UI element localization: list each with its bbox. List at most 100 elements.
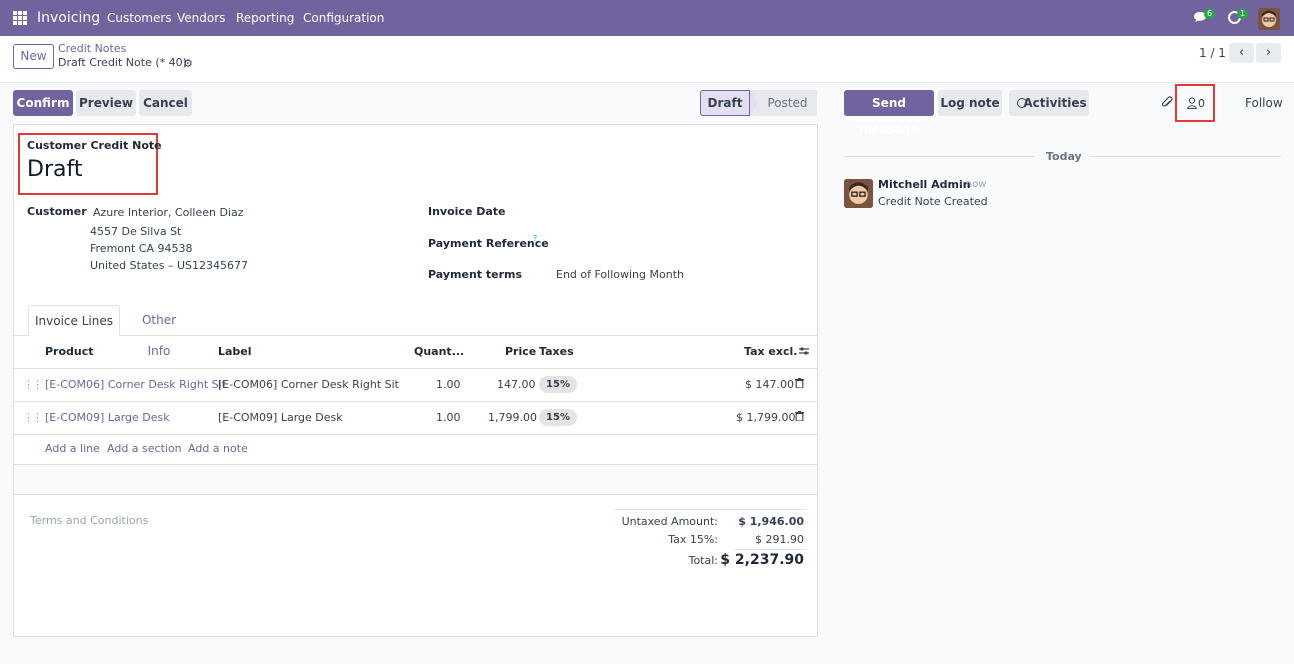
customer-address-city: Fremont CA 94538 xyxy=(90,242,193,255)
payment-reference-label: Payment Reference xyxy=(428,237,549,250)
tab-other-info[interactable]: Other Info xyxy=(141,313,177,358)
terms-conditions-field[interactable]: Terms and Conditions xyxy=(30,514,149,527)
date-separator-line-left xyxy=(844,156,1034,157)
gear-icon[interactable]: ⚙ xyxy=(183,57,193,70)
trash-icon[interactable] xyxy=(795,411,804,421)
customer-name[interactable]: Azure Interior, Colleen Diaz xyxy=(93,206,244,219)
total-label: Total: xyxy=(688,554,718,567)
confirm-button[interactable]: Confirm xyxy=(13,90,73,116)
line-tax-tag[interactable]: 15% xyxy=(539,376,577,393)
activity-badge: 1 xyxy=(1237,9,1249,19)
activities-label: Activities xyxy=(1023,96,1087,110)
menu-reporting[interactable]: Reporting xyxy=(236,11,295,25)
help-tooltip-icon[interactable]: ? xyxy=(533,234,538,243)
title-highlight-box xyxy=(18,133,158,195)
control-panel: New Credit Notes Draft Credit Note (* 40… xyxy=(0,36,1294,83)
form-sheet: Customer Credit Note Draft Customer Azur… xyxy=(13,124,818,637)
cancel-button[interactable]: Cancel xyxy=(139,90,192,116)
chat-icon[interactable] xyxy=(1193,11,1207,23)
paperclip-icon[interactable] xyxy=(1161,96,1173,110)
status-arrow xyxy=(750,90,758,116)
column-product[interactable]: Product xyxy=(45,345,94,358)
user-avatar[interactable] xyxy=(1258,8,1280,30)
column-label[interactable]: Label xyxy=(218,345,252,358)
preview-button[interactable]: Preview xyxy=(76,90,136,116)
breadcrumb-current: Draft Credit Note (* 40) xyxy=(58,56,187,69)
line-product[interactable]: [E-COM09] Large Desk xyxy=(45,411,170,424)
follower-count: 0 xyxy=(1198,97,1205,110)
customer-label: Customer xyxy=(27,205,87,218)
message-time: - now xyxy=(959,179,987,190)
message-body: Credit Note Created xyxy=(878,195,988,208)
menu-customers[interactable]: Customers xyxy=(107,11,172,25)
divider xyxy=(14,494,817,495)
activities-button[interactable]: Activities xyxy=(1009,90,1089,116)
table-row[interactable]: ⋮⋮ [E-COM09] Large Desk [E-COM09] Large … xyxy=(14,401,817,434)
total-divider xyxy=(734,549,806,550)
clock-icon xyxy=(1017,98,1027,108)
payment-terms-value[interactable]: End of Following Month xyxy=(556,268,684,281)
apps-menu-icon[interactable] xyxy=(13,11,27,25)
drag-handle-icon[interactable]: ⋮⋮ xyxy=(23,378,43,391)
new-button[interactable]: New xyxy=(13,44,54,69)
totals-divider xyxy=(614,509,806,510)
menu-configuration[interactable]: Configuration xyxy=(303,11,385,25)
top-navbar: Invoicing Customers Vendors Reporting Co… xyxy=(0,0,1294,36)
line-subtotal: $ 147.00 xyxy=(745,378,794,391)
pager-next-button[interactable]: › xyxy=(1256,43,1281,63)
add-row-line xyxy=(14,434,817,464)
person-icon xyxy=(1187,97,1197,109)
line-quantity[interactable]: 1.00 xyxy=(436,378,461,391)
payment-terms-label: Payment terms xyxy=(428,268,523,281)
date-separator: Today xyxy=(1046,150,1082,163)
drag-handle-icon[interactable]: ⋮⋮ xyxy=(23,411,43,424)
status-bar: Posted Draft xyxy=(700,90,817,116)
trash-icon[interactable] xyxy=(795,378,804,388)
untaxed-amount-label: Untaxed Amount: xyxy=(621,515,718,528)
chat-badge: 6 xyxy=(1204,9,1216,19)
followers-button[interactable]: 0 xyxy=(1175,84,1215,122)
total-value: $ 2,237.90 xyxy=(720,552,804,568)
column-quantity[interactable]: Quant... xyxy=(414,345,465,358)
untaxed-amount-value: $ 1,946.00 xyxy=(738,515,804,528)
add-note-link[interactable]: Add a note xyxy=(188,442,248,455)
line-label[interactable]: [E-COM09] Large Desk xyxy=(218,411,343,424)
optional-columns-icon[interactable] xyxy=(798,345,810,357)
line-tax-tag[interactable]: 15% xyxy=(539,409,577,426)
follow-button[interactable]: Follow xyxy=(1245,96,1283,110)
line-price[interactable]: 147.00 xyxy=(497,378,536,391)
column-price[interactable]: Price xyxy=(505,345,537,358)
app-name[interactable]: Invoicing xyxy=(37,10,101,26)
tax-label: Tax 15%: xyxy=(668,533,718,546)
line-label[interactable]: [E-COM06] Corner Desk Right Sit xyxy=(218,378,399,391)
tax-value: $ 291.90 xyxy=(755,533,804,546)
table-row[interactable]: ⋮⋮ [E-COM06] Corner Desk Right Sit [E-CO… xyxy=(14,368,817,401)
date-separator-line-right xyxy=(1090,156,1281,157)
log-note-button[interactable]: Log note xyxy=(938,90,1002,116)
message-author-avatar[interactable] xyxy=(844,179,873,208)
invoice-date-label: Invoice Date xyxy=(428,205,506,218)
column-taxes[interactable]: Taxes xyxy=(539,345,574,358)
record-title: Draft xyxy=(27,157,83,182)
message-author[interactable]: Mitchell Admin xyxy=(878,178,971,191)
pager-previous-button[interactable]: ‹ xyxy=(1229,43,1254,63)
line-price[interactable]: 1,799.00 xyxy=(488,411,537,424)
menu-vendors[interactable]: Vendors xyxy=(177,11,226,25)
customer-address-country: United States – US12345677 xyxy=(90,259,249,272)
add-line-link[interactable]: Add a line xyxy=(45,442,100,455)
table-footer xyxy=(14,464,817,495)
column-tax-excl[interactable]: Tax excl. xyxy=(744,345,798,358)
line-quantity[interactable]: 1.00 xyxy=(436,411,461,424)
breadcrumb-credit-notes[interactable]: Credit Notes xyxy=(58,42,127,55)
status-draft[interactable]: Draft xyxy=(700,90,750,116)
add-section-link[interactable]: Add a section xyxy=(107,442,182,455)
line-product[interactable]: [E-COM06] Corner Desk Right Sit xyxy=(45,378,226,391)
notebook-tabs: Invoice Lines Other Info xyxy=(14,305,817,358)
send-message-button[interactable]: Send message xyxy=(844,90,934,136)
customer-address-street: 4557 De Silva St xyxy=(90,225,182,238)
line-subtotal: $ 1,799.00 xyxy=(736,411,796,424)
pager-value[interactable]: 1 / 1 xyxy=(1199,46,1226,60)
move-type-label: Customer Credit Note xyxy=(27,139,162,152)
status-posted[interactable]: Posted xyxy=(750,90,817,116)
tab-invoice-lines[interactable]: Invoice Lines xyxy=(28,305,120,336)
